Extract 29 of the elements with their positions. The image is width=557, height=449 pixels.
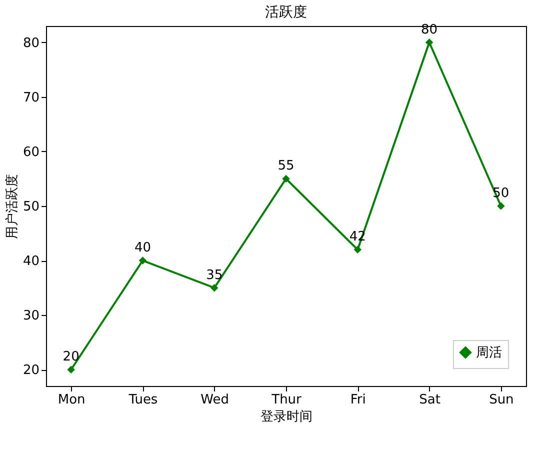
data-label: 20 (62, 350, 80, 365)
point (282, 174, 290, 183)
point (138, 256, 147, 264)
y-tick-label: 60 (22, 144, 40, 160)
x-tick-label: Wed (200, 392, 230, 408)
x-tick-label: Thur (270, 392, 302, 408)
y-tick-label: 30 (22, 308, 40, 324)
y-tick-label: 80 (22, 36, 40, 51)
y-tick-label: 40 (22, 254, 40, 270)
chart-title: 活跃度 (265, 4, 307, 20)
x-tick-label: Mon (58, 392, 86, 408)
x-tick-label: Tues (128, 392, 158, 408)
data-label: 35 (206, 268, 223, 283)
y-tick-label: 50 (22, 200, 40, 214)
data-label: 40 (134, 240, 151, 256)
point (67, 366, 75, 374)
x-tick-label: Fri (350, 392, 366, 408)
x-tick-label: Sat (419, 392, 440, 408)
data-label: 55 (278, 158, 294, 174)
point (497, 202, 505, 210)
y-tick-label: 20 (22, 363, 40, 378)
point (354, 246, 362, 254)
legend-label: 周活 (476, 346, 502, 360)
x-axis-title: 登录时间 (260, 410, 312, 424)
y-axis-title: 用户活跃度 (4, 174, 20, 239)
point (210, 284, 218, 292)
y-tick-label: 70 (22, 90, 40, 106)
x-tick-label: Sun (489, 392, 514, 408)
point (425, 38, 434, 46)
